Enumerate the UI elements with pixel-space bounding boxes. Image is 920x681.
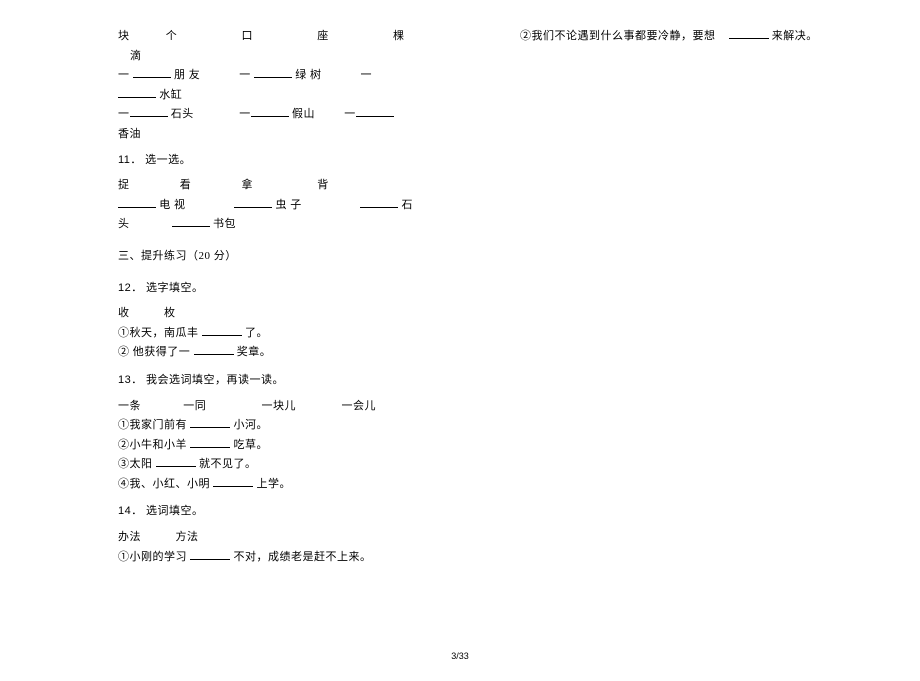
blank[interactable] bbox=[190, 549, 230, 560]
blank[interactable] bbox=[251, 106, 289, 117]
q14-title: 选词填空。 bbox=[146, 505, 204, 517]
q13-r2: ②小牛和小羊 吃草。 bbox=[118, 437, 508, 455]
q14-r0: 办法 方法 bbox=[118, 529, 508, 547]
page-footer: 3/33 bbox=[0, 649, 920, 663]
q10-w4: 座 bbox=[317, 30, 331, 42]
q10-drop: 滴 bbox=[130, 48, 508, 66]
q13-title: 我会选词填空，再读一读。 bbox=[146, 374, 284, 386]
section3-title: 三、提升练习（20 分） bbox=[118, 248, 508, 266]
q10-line1b: 水缸 bbox=[118, 87, 508, 105]
blank[interactable] bbox=[118, 87, 156, 98]
right-line: ②我们不论遇到什么事都要冷静，要想 来解决。 bbox=[520, 28, 880, 46]
q10-w5: 棵 bbox=[393, 30, 407, 42]
q12-num: 12． bbox=[118, 282, 143, 294]
q11-title-row: 11． 选一选。 bbox=[118, 152, 508, 170]
q13-num: 13． bbox=[118, 374, 143, 386]
q13-r1: ①我家门前有 小河。 bbox=[118, 417, 508, 435]
q12-r0: 收 枚 bbox=[118, 305, 508, 323]
blank[interactable] bbox=[130, 106, 168, 117]
q14-title-row: 14． 选词填空。 bbox=[118, 503, 508, 521]
q14-r1: ①小刚的学习 不对，成绩老是赶不上来。 bbox=[118, 549, 508, 567]
q12-r1: ①秋天，南瓜丰 了。 bbox=[118, 325, 508, 343]
q13-opts: 一条 一同 一块儿 一会儿 bbox=[118, 398, 508, 416]
q12-r2: ② 他获得了一 奖章。 bbox=[118, 344, 508, 362]
blank[interactable] bbox=[156, 456, 196, 467]
q13-r4: ④我、小红、小明 上学。 bbox=[118, 476, 508, 494]
blank[interactable] bbox=[190, 437, 230, 448]
blank[interactable] bbox=[729, 28, 769, 39]
blank[interactable] bbox=[190, 417, 230, 428]
blank[interactable] bbox=[360, 197, 398, 208]
blank[interactable] bbox=[118, 197, 156, 208]
blank[interactable] bbox=[133, 67, 171, 78]
q14-num: 14． bbox=[118, 505, 143, 517]
q13-r3: ③太阳 就不见了。 bbox=[118, 456, 508, 474]
q10-line2: 一 石头 一 假山 一 bbox=[118, 106, 508, 124]
blank[interactable] bbox=[213, 476, 253, 487]
q10-header: 块 个 口 座 棵 bbox=[118, 28, 508, 46]
blank[interactable] bbox=[356, 106, 394, 117]
q11-r2: 头 书包 bbox=[118, 216, 508, 234]
q11-title: 选一选。 bbox=[145, 154, 191, 166]
blank[interactable] bbox=[202, 325, 242, 336]
blank[interactable] bbox=[172, 216, 210, 227]
q11-r1: 电 视 虫 子 石 bbox=[118, 197, 508, 215]
q10-w3: 口 bbox=[242, 30, 256, 42]
q12-title: 选字填空。 bbox=[146, 282, 204, 294]
q13-title-row: 13． 我会选词填空，再读一读。 bbox=[118, 372, 508, 390]
blank[interactable] bbox=[194, 344, 234, 355]
q10-line1: 一 朋 友 一 绿 树 一 bbox=[118, 67, 508, 85]
q10-w1: 块 bbox=[118, 30, 132, 42]
q10-w2: 个 bbox=[166, 30, 180, 42]
blank[interactable] bbox=[254, 67, 292, 78]
q11-header: 捉 看 拿 背 bbox=[118, 177, 508, 195]
blank[interactable] bbox=[234, 197, 272, 208]
q12-title-row: 12． 选字填空。 bbox=[118, 280, 508, 298]
q10-line2b: 香油 bbox=[118, 126, 508, 144]
q11-num: 11． bbox=[118, 154, 142, 166]
